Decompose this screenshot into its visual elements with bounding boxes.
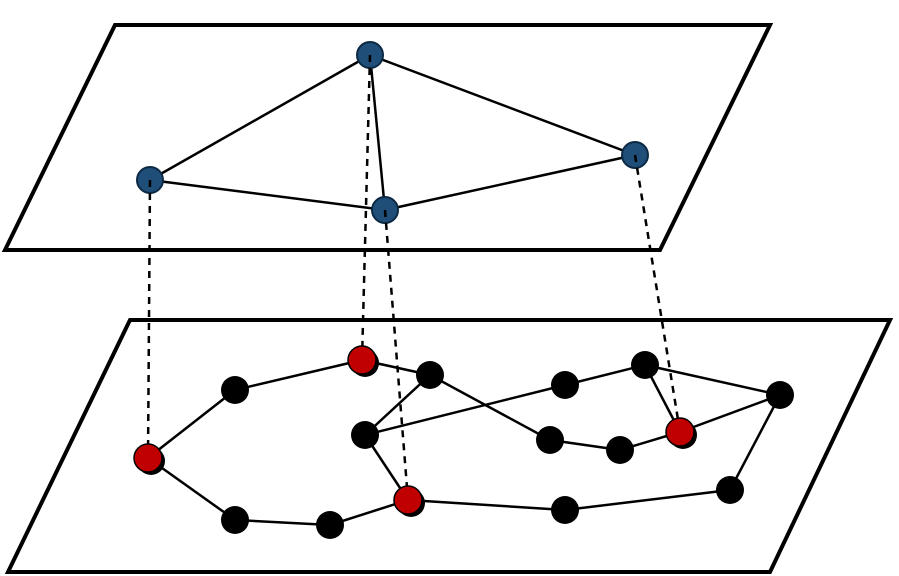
bottom-red-node bbox=[134, 444, 162, 472]
bottom-node bbox=[221, 376, 249, 404]
bottom-node bbox=[766, 381, 794, 409]
bottom-node bbox=[551, 371, 579, 399]
bottom-node bbox=[416, 361, 444, 389]
bottom-red-node bbox=[394, 486, 422, 514]
bottom-node bbox=[631, 351, 659, 379]
bottom-node bbox=[536, 426, 564, 454]
multilayer-network-diagram bbox=[0, 0, 899, 576]
bottom-node bbox=[221, 506, 249, 534]
bottom-node bbox=[606, 436, 634, 464]
bottom-node bbox=[716, 476, 744, 504]
bottom-red-node bbox=[666, 418, 694, 446]
bottom-node bbox=[316, 511, 344, 539]
bottom-red-node bbox=[348, 346, 376, 374]
bottom-node bbox=[551, 496, 579, 524]
bottom-node bbox=[351, 421, 379, 449]
